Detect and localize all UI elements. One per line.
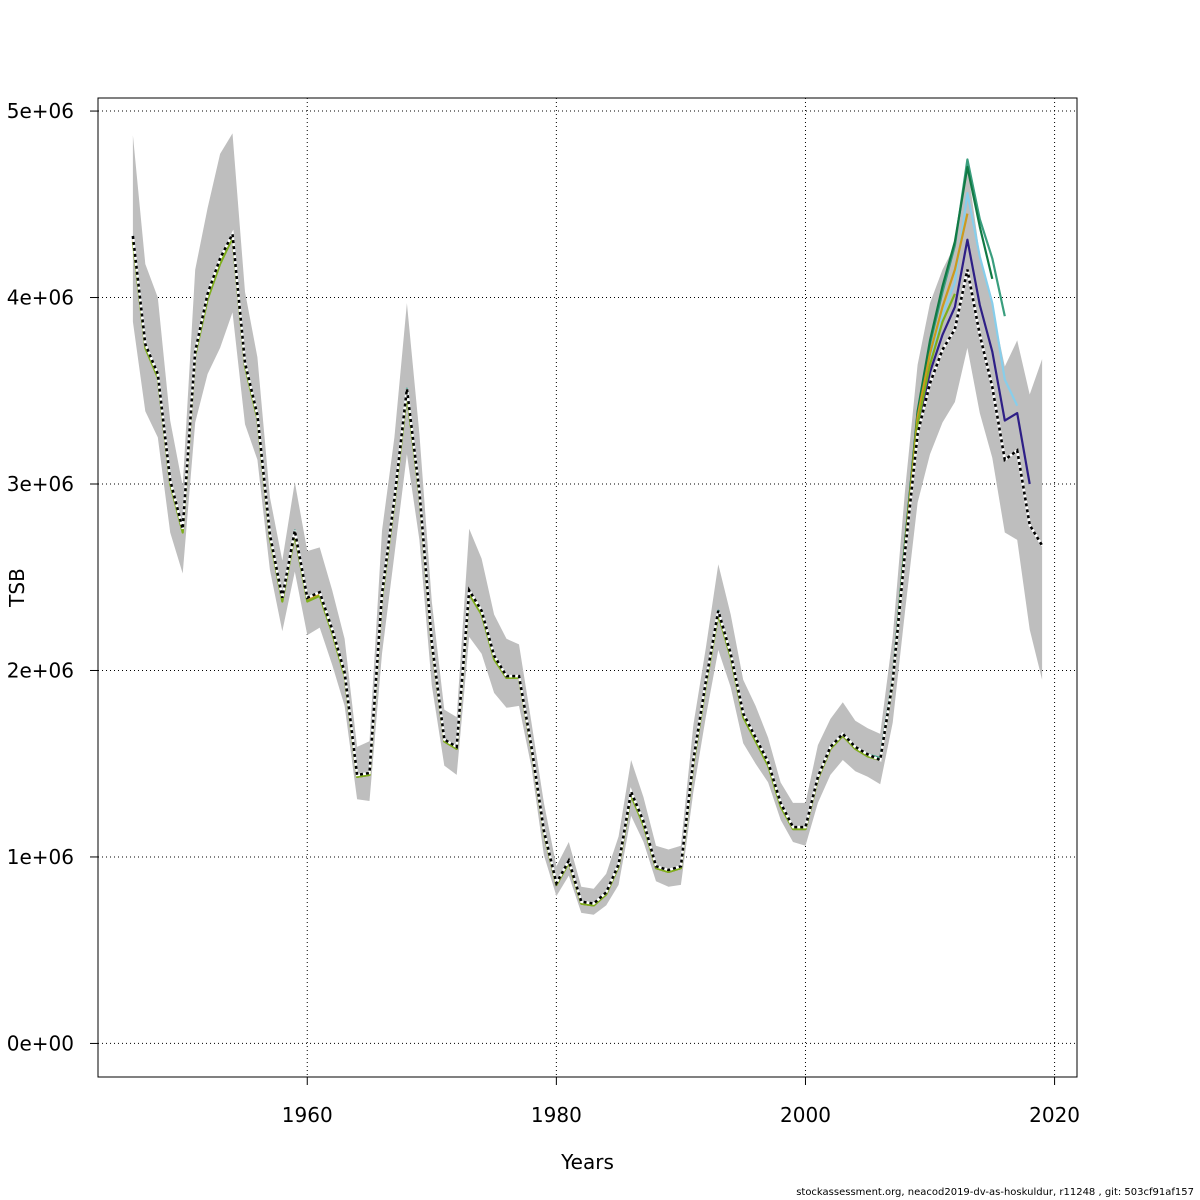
series-layer	[131, 158, 1044, 907]
y-axis: 0e+00 1e+06 2e+06 3e+06 4e+06 5e+06	[7, 99, 98, 1055]
confidence-band-layer	[132, 133, 1043, 915]
y-tick-label: 1e+06	[7, 845, 74, 869]
series-line	[131, 229, 1044, 905]
series-line	[131, 213, 969, 907]
x-tick-label: 2020	[1029, 1103, 1080, 1127]
x-axis-title: Years	[560, 1150, 614, 1174]
series-line	[131, 233, 1031, 905]
x-tick-label: 1980	[531, 1103, 582, 1127]
footer-attribution: stockassessment.org, neacod2019-dv-as-ho…	[796, 1187, 1194, 1198]
y-tick-label: 3e+06	[7, 472, 74, 496]
grid-lines	[98, 98, 1077, 1077]
plot-frame	[97, 97, 1078, 1078]
y-tick-label: 5e+06	[7, 99, 74, 123]
confidence-band	[132, 133, 1043, 915]
series-line	[131, 165, 994, 907]
y-tick-label: 2e+06	[7, 658, 74, 682]
x-tick-label: 2000	[780, 1103, 831, 1127]
x-tick-label: 1960	[282, 1103, 333, 1127]
x-axis: 1960 1980 2000 2020	[282, 1077, 1080, 1127]
y-tick-label: 4e+06	[7, 286, 74, 310]
y-axis-title: TSB	[5, 568, 29, 608]
y-tick-label: 0e+00	[7, 1031, 74, 1055]
series-line	[131, 158, 1006, 905]
series-line	[131, 192, 1019, 905]
